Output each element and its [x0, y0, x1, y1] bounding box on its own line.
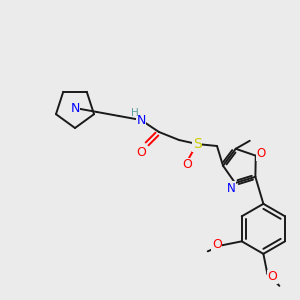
Text: O: O [136, 146, 146, 158]
Text: O: O [212, 238, 222, 251]
Text: O: O [256, 147, 266, 160]
Text: N: N [136, 113, 146, 127]
Text: N: N [227, 182, 236, 194]
Text: O: O [182, 158, 192, 172]
Text: S: S [193, 137, 201, 151]
Text: N: N [70, 101, 80, 115]
Text: H: H [131, 108, 139, 118]
Text: O: O [267, 270, 277, 283]
